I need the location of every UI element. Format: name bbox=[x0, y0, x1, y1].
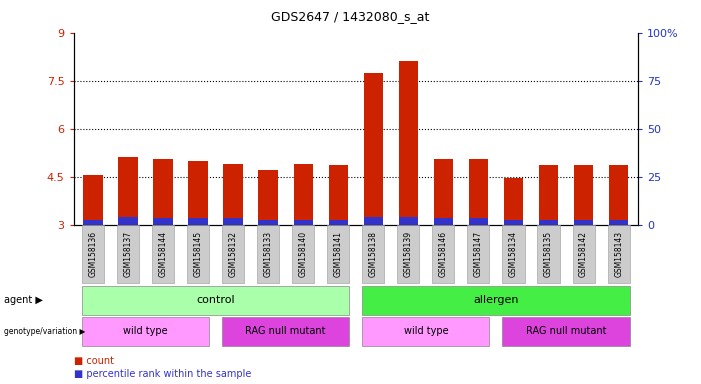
Text: RAG null mutant: RAG null mutant bbox=[526, 326, 606, 336]
Text: GDS2647 / 1432080_s_at: GDS2647 / 1432080_s_at bbox=[271, 10, 430, 23]
Bar bbox=[259, 170, 278, 225]
Text: GSM158134: GSM158134 bbox=[509, 231, 518, 278]
Bar bbox=[83, 220, 102, 225]
Bar bbox=[539, 220, 558, 225]
Bar bbox=[224, 164, 243, 225]
Text: GSM158140: GSM158140 bbox=[299, 231, 308, 278]
Text: agent ▶: agent ▶ bbox=[4, 295, 42, 306]
Text: GSM158137: GSM158137 bbox=[123, 231, 132, 278]
Bar bbox=[118, 157, 137, 225]
Bar bbox=[574, 220, 593, 225]
Text: allergen: allergen bbox=[473, 295, 519, 306]
Bar bbox=[83, 175, 102, 225]
Text: control: control bbox=[196, 295, 235, 306]
Bar bbox=[434, 218, 453, 225]
Bar bbox=[329, 166, 348, 225]
Text: GSM158132: GSM158132 bbox=[229, 232, 238, 277]
Bar bbox=[189, 218, 207, 225]
Bar bbox=[189, 161, 207, 225]
Text: GSM158139: GSM158139 bbox=[404, 231, 413, 278]
Bar bbox=[329, 220, 348, 225]
Text: GSM158138: GSM158138 bbox=[369, 232, 378, 277]
Bar bbox=[364, 73, 383, 225]
Text: GSM158145: GSM158145 bbox=[193, 231, 203, 278]
Bar bbox=[294, 220, 313, 225]
Text: genotype/variation ▶: genotype/variation ▶ bbox=[4, 327, 85, 336]
Bar bbox=[609, 166, 628, 225]
Text: GSM158143: GSM158143 bbox=[614, 231, 623, 278]
Bar bbox=[154, 159, 172, 225]
Text: GSM158141: GSM158141 bbox=[334, 232, 343, 277]
Text: wild type: wild type bbox=[404, 326, 448, 336]
Text: ■ percentile rank within the sample: ■ percentile rank within the sample bbox=[74, 369, 251, 379]
Text: ■ count: ■ count bbox=[74, 356, 114, 366]
Bar bbox=[118, 217, 137, 225]
Text: GSM158144: GSM158144 bbox=[158, 231, 168, 278]
Bar bbox=[469, 218, 488, 225]
Bar bbox=[154, 218, 172, 225]
Bar bbox=[294, 164, 313, 225]
Bar bbox=[574, 166, 593, 225]
Text: GSM158133: GSM158133 bbox=[264, 231, 273, 278]
Text: GSM158147: GSM158147 bbox=[474, 231, 483, 278]
Text: wild type: wild type bbox=[123, 326, 168, 336]
Text: GSM158146: GSM158146 bbox=[439, 231, 448, 278]
Bar bbox=[609, 220, 628, 225]
Bar bbox=[224, 218, 243, 225]
Text: GSM158136: GSM158136 bbox=[88, 231, 97, 278]
Bar bbox=[399, 61, 418, 225]
Bar bbox=[259, 220, 278, 225]
Text: RAG null mutant: RAG null mutant bbox=[245, 326, 326, 336]
Text: GSM158142: GSM158142 bbox=[579, 232, 588, 277]
Text: GSM158135: GSM158135 bbox=[544, 231, 553, 278]
Bar bbox=[504, 178, 523, 225]
Bar bbox=[364, 217, 383, 225]
Bar bbox=[504, 220, 523, 225]
Bar bbox=[434, 159, 453, 225]
Bar bbox=[539, 166, 558, 225]
Bar bbox=[469, 159, 488, 225]
Bar bbox=[399, 217, 418, 225]
